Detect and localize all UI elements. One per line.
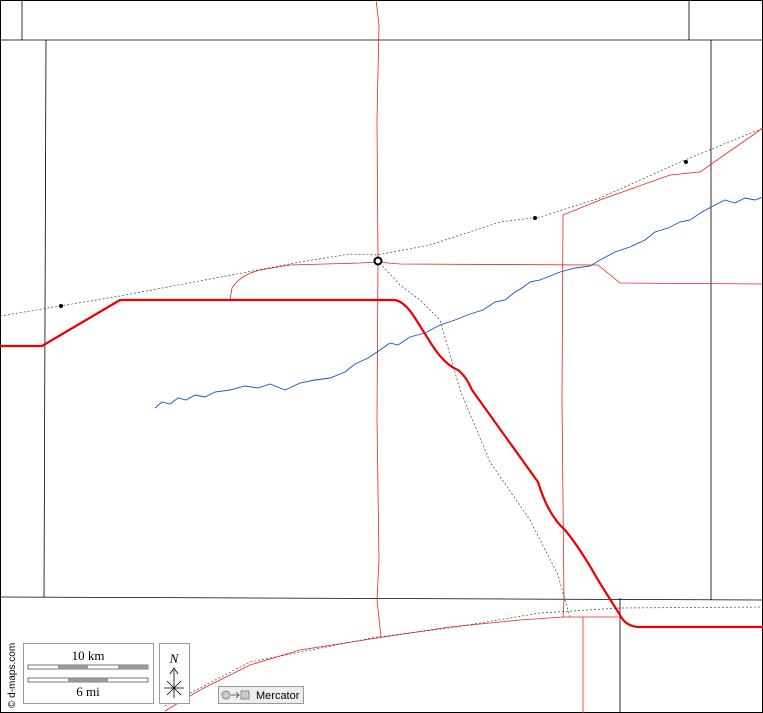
town-dots <box>59 160 688 308</box>
projection-box: Mercator <box>218 686 304 704</box>
scale-km-label: 10 km <box>72 648 105 663</box>
highway <box>0 298 763 629</box>
credit: © d-maps.com <box>7 643 18 708</box>
minor-roads <box>164 0 763 713</box>
north-arrow: N <box>159 643 190 704</box>
scale-bar: 10 km 6 mi <box>23 643 154 704</box>
scale-mi-label: 6 mi <box>76 684 100 699</box>
projection-label: Mercator <box>256 690 300 702</box>
railways <box>0 127 763 707</box>
river <box>154 196 763 409</box>
city-marker <box>373 256 383 266</box>
north-label: N <box>169 651 180 666</box>
